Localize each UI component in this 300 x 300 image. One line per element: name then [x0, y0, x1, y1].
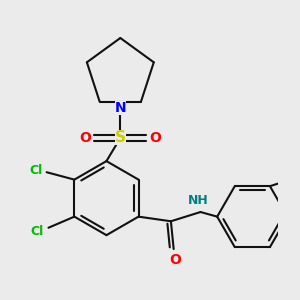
Text: N: N — [115, 101, 126, 115]
Text: NH: NH — [188, 194, 209, 207]
Text: O: O — [79, 131, 91, 145]
Text: O: O — [150, 131, 161, 145]
Text: S: S — [115, 130, 126, 146]
Text: Cl: Cl — [29, 164, 42, 177]
Text: O: O — [169, 253, 181, 267]
Text: Cl: Cl — [31, 225, 44, 238]
